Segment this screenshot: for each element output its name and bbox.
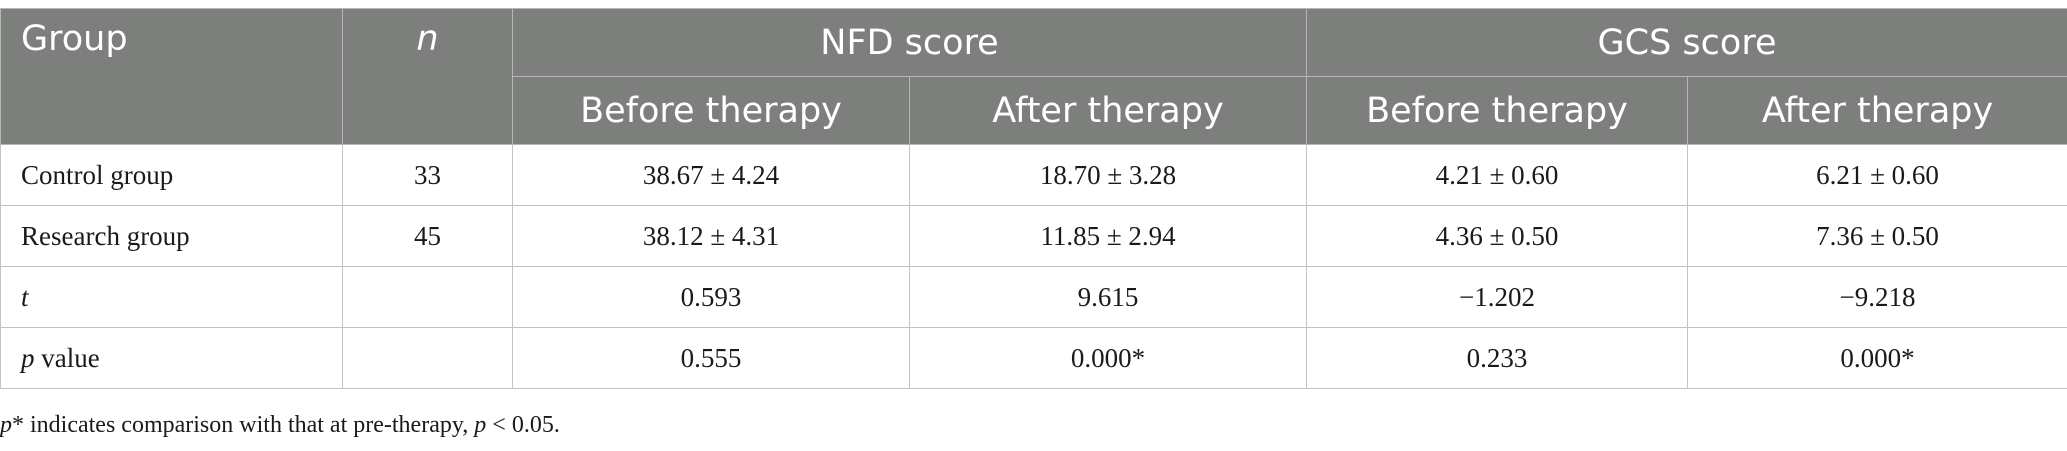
p-symbol: p — [21, 342, 35, 373]
cell-nfd-before: 38.12 ± 4.31 — [512, 205, 910, 267]
table-footnote: p* indicates comparison with that at pre… — [0, 412, 560, 439]
footnote-p-symbol-2: p — [474, 412, 487, 438]
header-nfd-before: Before therapy — [512, 76, 910, 145]
results-table: Group n NFD score GCS score Before thera… — [0, 8, 2067, 389]
row-label: t — [0, 266, 343, 328]
cell-gcs-before: −1.202 — [1306, 266, 1688, 328]
table-body: Control group 33 38.67 ± 4.24 18.70 ± 3.… — [0, 144, 2067, 389]
footnote-p-symbol: p — [0, 412, 12, 438]
header-nfd-score: NFD score — [512, 8, 1307, 77]
header-row-sub: Before therapy After therapy Before ther… — [1, 76, 2067, 145]
row-label: p value — [0, 327, 343, 389]
cell-nfd-after: 0.000* — [909, 327, 1307, 389]
table-row-t: t 0.593 9.615 −1.202 −9.218 — [0, 266, 2067, 328]
cell-gcs-before: 4.36 ± 0.50 — [1306, 205, 1688, 267]
footnote-text-a: * indicates comparison with that at pre-… — [12, 412, 475, 438]
table-container: Group n NFD score GCS score Before thera… — [0, 8, 2067, 389]
footnote-text-b: < 0.05. — [486, 412, 560, 438]
cell-gcs-after: −9.218 — [1686, 266, 2067, 328]
cell-n: 33 — [342, 144, 513, 206]
cell-nfd-before: 0.555 — [512, 327, 910, 389]
table-row-p-value: p value 0.555 0.000* 0.233 0.000* — [0, 327, 2067, 389]
cell-gcs-before: 4.21 ± 0.60 — [1306, 144, 1688, 206]
cell-n — [342, 327, 513, 389]
cell-n — [342, 266, 513, 328]
cell-nfd-after: 11.85 ± 2.94 — [909, 205, 1307, 267]
row-label: Research group — [0, 205, 343, 267]
cell-nfd-before: 38.67 ± 4.24 — [512, 144, 910, 206]
header-row-top: Group n NFD score GCS score — [0, 8, 2067, 145]
header-nfd-after: After therapy — [909, 76, 1307, 145]
cell-n: 45 — [342, 205, 513, 267]
cell-nfd-before: 0.593 — [512, 266, 910, 328]
header-gcs-before: Before therapy — [1306, 76, 1688, 145]
cell-gcs-after: 6.21 ± 0.60 — [1686, 144, 2067, 206]
cell-gcs-after: 0.000* — [1686, 327, 2067, 389]
header-group: Group — [0, 8, 343, 145]
table-row-control: Control group 33 38.67 ± 4.24 18.70 ± 3.… — [0, 144, 2067, 206]
cell-gcs-before: 0.233 — [1306, 327, 1688, 389]
cell-nfd-after: 18.70 ± 3.28 — [909, 144, 1307, 206]
row-label: Control group — [0, 144, 343, 206]
cell-nfd-after: 9.615 — [909, 266, 1307, 328]
header-gcs-score: GCS score — [1305, 8, 2067, 77]
cell-gcs-after: 7.36 ± 0.50 — [1686, 205, 2067, 267]
table-row-research: Research group 45 38.12 ± 4.31 11.85 ± 2… — [0, 205, 2067, 267]
header-gcs-after: After therapy — [1686, 76, 2067, 145]
header-n: n — [342, 8, 513, 145]
row-label-rest: value — [34, 342, 100, 373]
table-header: Group n NFD score GCS score Before thera… — [0, 8, 2067, 145]
